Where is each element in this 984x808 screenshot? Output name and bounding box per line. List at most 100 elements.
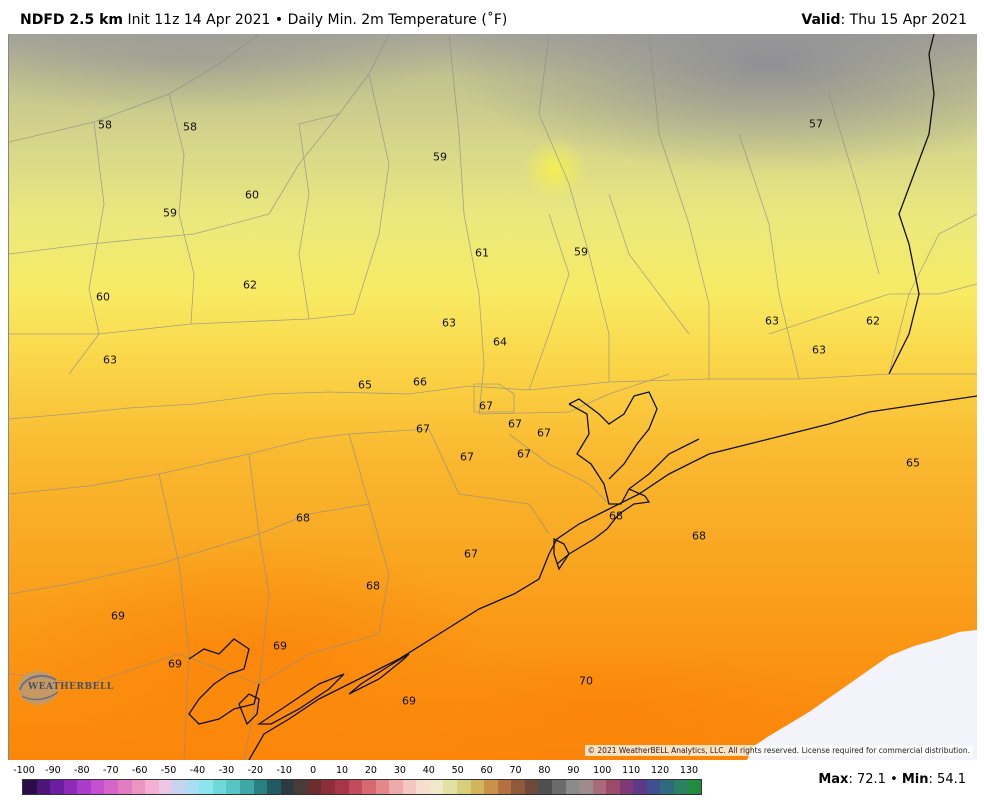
colorbar-tick-label: 10 <box>335 765 349 776</box>
map-title: NDFD 2.5 km Init 11z 14 Apr 2021 • Daily… <box>20 12 507 28</box>
colorbar-swatch <box>334 780 349 794</box>
valid-date: Valid: Thu 15 Apr 2021 <box>801 12 967 28</box>
temp-label: 63 <box>765 314 779 328</box>
colorbar-swatch <box>23 780 37 794</box>
stats-bullet: • <box>890 772 898 787</box>
colorbar-swatch <box>579 780 593 794</box>
product-name: NDFD 2.5 km <box>20 12 123 28</box>
colorbar-swatch <box>633 780 647 794</box>
colorbar-tick-label: 20 <box>364 765 377 776</box>
colorbar-swatch <box>538 780 552 794</box>
colorbar-swatch <box>212 780 227 794</box>
colorbar-tick-label: -60 <box>131 765 148 776</box>
colorbar-tick-label: 90 <box>567 765 580 776</box>
colorbar-swatch <box>511 780 525 794</box>
colorbar-swatch <box>348 780 363 794</box>
colorbar-tick-label: -30 <box>218 765 235 776</box>
warm-region-gulf <box>369 644 849 760</box>
temp-label: 59 <box>163 206 177 220</box>
colorbar-swatch <box>389 780 403 794</box>
colorbar-swatch <box>429 780 444 794</box>
temp-label: 67 <box>464 547 478 561</box>
colorbar-swatch <box>36 780 51 794</box>
colorbar-swatch <box>77 780 91 794</box>
init-time: Init 11z 14 Apr 2021 <box>127 12 271 28</box>
temp-label: 58 <box>98 118 112 132</box>
temp-label: 57 <box>809 117 823 131</box>
temp-label: 62 <box>866 314 880 328</box>
header-bar: NDFD 2.5 km Init 11z 14 Apr 2021 • Daily… <box>0 0 984 34</box>
colorbar-tick-labels: -100 -90 -80 -70 -60 -50 -40 -30 -20 -10 0 10 20 30 40… <box>13 765 702 777</box>
temp-label: 70 <box>579 674 593 688</box>
colorbar-swatch <box>443 780 457 794</box>
temp-label: 60 <box>96 290 110 304</box>
valid-value: : Thu 15 Apr 2021 <box>840 12 967 28</box>
temp-label: 60 <box>245 188 259 202</box>
colorbar-tick-label: -90 <box>45 765 61 776</box>
colorbar-swatch <box>497 780 512 794</box>
colorbar-tick-label: 130 <box>679 765 699 776</box>
temp-label: 67 <box>479 399 493 413</box>
cool-region-northeast <box>449 34 977 174</box>
temp-label: 69 <box>111 609 125 623</box>
colorbar-swatch <box>470 780 485 794</box>
colorbar-swatch <box>117 780 132 794</box>
colorbar-swatch <box>592 780 607 794</box>
colorbar-swatch <box>63 780 78 794</box>
logo-wordmark: WEATHERBELL <box>28 682 114 692</box>
colorbar-swatch <box>551 780 566 794</box>
colorbar-swatch <box>307 780 322 794</box>
cool-region-northwest <box>9 34 449 114</box>
temp-label: 58 <box>183 120 197 134</box>
colorbar-swatch <box>606 780 620 794</box>
colorbar-swatch <box>240 780 254 794</box>
temp-label: 68 <box>692 529 706 543</box>
temp-label: 68 <box>609 509 623 523</box>
colorbar-swatch <box>90 780 105 794</box>
coastline <box>188 34 977 760</box>
temp-label: 63 <box>442 316 456 330</box>
colorbar-tick-label: -80 <box>74 765 90 776</box>
colorbar-tick-label: 70 <box>509 765 522 776</box>
colorbar-tick-label: 0 <box>310 765 317 776</box>
colorbar-swatch <box>457 780 471 794</box>
colorbar-tick-label: -50 <box>160 765 177 776</box>
colorbar-swatch <box>253 780 268 794</box>
min-label: Min <box>901 772 929 787</box>
valid-label: Valid <box>801 12 841 28</box>
colorbar-swatch <box>484 780 498 794</box>
colorbar-swatch <box>416 780 430 794</box>
colorbar-tick-label: 100 <box>593 765 612 776</box>
colorbar-swatch <box>402 780 417 794</box>
max-label: Max <box>818 772 849 787</box>
colorbar-tick-label: 50 <box>451 765 464 776</box>
temp-label: 68 <box>296 511 310 525</box>
county-lines <box>9 34 977 760</box>
copyright-notice: © 2021 WeatherBELL Analytics, LLC. All r… <box>584 745 973 756</box>
temp-label: 67 <box>416 422 430 436</box>
colorbar-swatch <box>646 780 661 794</box>
temp-label: 59 <box>433 150 447 164</box>
temp-label: 61 <box>475 246 489 260</box>
colorbar-tick-label: 30 <box>393 765 406 776</box>
colorbar-swatch <box>362 780 376 794</box>
temp-label: 63 <box>812 343 826 357</box>
colorbar-tick-label: -20 <box>247 765 264 776</box>
colorbar-swatch <box>619 780 634 794</box>
temp-label: 67 <box>460 450 474 464</box>
temp-label: 67 <box>537 426 551 440</box>
temp-label: 65 <box>358 378 372 392</box>
colorbar-tick-label: -100 <box>13 765 35 776</box>
temp-label: 65 <box>906 456 920 470</box>
max-min-stats: Max: 72.1 • Min: 54.1 <box>818 772 966 787</box>
colorbar-tick-label: -40 <box>189 765 206 776</box>
temp-label: 69 <box>168 657 182 671</box>
colorbar-swatch <box>145 780 159 794</box>
temperature-map[interactable]: 58 58 59 57 60 59 61 59 60 62 63 64 63 6… <box>8 34 977 760</box>
warm-spot-north <box>523 139 587 199</box>
colorbar-tick-label: 120 <box>650 765 670 776</box>
map-svg <box>9 34 977 760</box>
colorbar-swatch <box>321 780 335 794</box>
colorbar <box>22 779 702 795</box>
temp-label: 67 <box>508 417 522 431</box>
